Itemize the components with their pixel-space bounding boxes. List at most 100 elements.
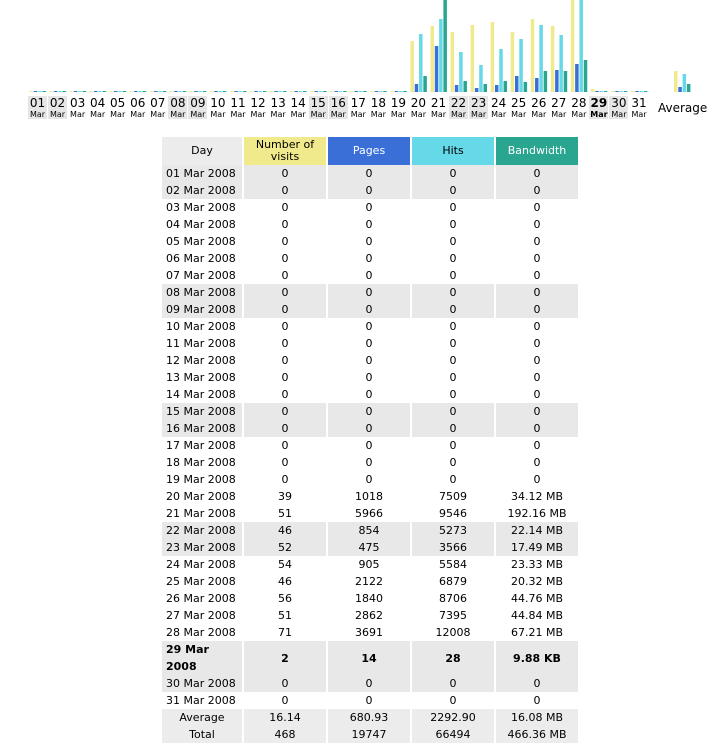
cell-bandwidth: 0 <box>533 473 541 486</box>
day-number: 28 <box>571 96 587 110</box>
cell-hits: 0 <box>449 456 457 469</box>
bar-visits-04 <box>89 91 94 92</box>
bar-pages-07 <box>154 91 158 92</box>
table-row: 20 Mar 2008 39 1018 7509 34.12 MB <box>162 488 578 505</box>
bar-bandwidth-14 <box>303 91 307 92</box>
day-label-22: 22 Mar <box>449 96 469 119</box>
bar-visits-29 <box>590 89 595 92</box>
cell-pages: 0 <box>365 388 373 401</box>
day-number: 18 <box>370 96 386 110</box>
cell-bandwidth: 0 <box>533 269 541 282</box>
bar-pages-26 <box>535 78 539 92</box>
cell-pages: 2122 <box>355 575 383 588</box>
bar-hits-02 <box>58 91 62 92</box>
bar-pages-09 <box>194 91 198 92</box>
bar-bandwidth-23 <box>483 84 487 92</box>
cell-hits: 5584 <box>439 558 467 571</box>
cell-visits: 0 <box>281 201 289 214</box>
day-label-30: 30 Mar <box>609 96 629 119</box>
bar-bandwidth-03 <box>82 91 86 92</box>
day-month: Mar <box>611 110 627 119</box>
cell-hits: 0 <box>412 165 494 182</box>
bar-visits-13 <box>270 91 274 92</box>
cell-pages: 1018 <box>355 490 383 503</box>
table-row: 18 Mar 2008 0 0 0 0 <box>162 454 578 471</box>
bar-hits-22 <box>459 52 463 92</box>
day-month: Mar <box>130 110 146 119</box>
cell-day: 29 Mar 2008 <box>162 641 242 675</box>
cell-visits: 0 <box>281 473 289 486</box>
cell-hits: 0 <box>412 675 494 692</box>
average-row: Average 16.14 680.93 2292.90 16.08 MB <box>162 709 578 726</box>
cell-hits: 0 <box>449 439 457 452</box>
cell-day: 27 Mar 2008 <box>166 609 236 622</box>
cell-pages: 0 <box>365 337 373 350</box>
table-row: 06 Mar 2008 0 0 0 0 <box>162 250 578 267</box>
day-number: 23 <box>470 96 487 110</box>
cell-pages: 0 <box>365 235 373 248</box>
cell-day: 03 Mar 2008 <box>166 201 236 214</box>
bar-pages-30 <box>615 91 619 92</box>
bar-pages-31 <box>635 91 639 92</box>
cell-pages: 0 <box>365 252 373 265</box>
cell-hits: 8706 <box>439 592 467 605</box>
cell-hits: 3566 <box>412 539 494 556</box>
bar-bandwidth-15 <box>323 91 327 92</box>
cell-average-hits: 2292.90 <box>412 709 494 726</box>
day-month: Mar <box>270 110 286 119</box>
bar-hits-09 <box>198 91 202 92</box>
cell-hits: 28 <box>412 641 494 675</box>
bar-bandwidth-13 <box>283 91 287 92</box>
cell-visits: 0 <box>244 403 326 420</box>
day-number: 31 <box>631 96 647 110</box>
cell-bandwidth: 0 <box>533 252 541 265</box>
bar-pages-27 <box>555 70 559 92</box>
day-label-10: 10 Mar <box>208 96 227 119</box>
cell-hits: 9546 <box>439 507 467 520</box>
cell-pages: 3691 <box>355 626 383 639</box>
bar-pages-08 <box>174 91 178 92</box>
bar-bandwidth-02 <box>62 91 66 92</box>
day-month: Mar <box>350 110 366 119</box>
cell-day: 15 Mar 2008 <box>162 403 242 420</box>
day-label-04: 04 Mar <box>88 96 107 119</box>
day-month: Mar <box>310 110 326 119</box>
day-month: Mar <box>451 110 467 119</box>
day-month: Mar <box>491 110 507 119</box>
bar-bandwidth-22 <box>463 81 467 92</box>
day-label-31: 31 Mar <box>630 96 649 119</box>
day-label-26: 26 Mar <box>529 96 548 119</box>
bar-bandwidth-28 <box>583 60 588 92</box>
day-label-18: 18 Mar <box>369 96 388 119</box>
day-month: Mar <box>90 110 106 119</box>
bar-bandwidth-19 <box>403 91 407 92</box>
bar-pages-17 <box>354 91 359 92</box>
cell-bandwidth: 0 <box>533 456 541 469</box>
table-row: 22 Mar 2008 46 854 5273 22.14 MB <box>162 522 578 539</box>
cell-pages: 0 <box>328 420 410 437</box>
day-month: Mar <box>430 110 447 119</box>
bar-hits-19 <box>399 91 403 92</box>
bar-hits-28 <box>579 0 583 92</box>
cell-pages: 0 <box>365 456 373 469</box>
cell-visits: 0 <box>281 694 289 707</box>
cell-pages: 0 <box>328 675 410 692</box>
cell-pages: 0 <box>365 694 373 707</box>
day-number: 26 <box>531 96 547 110</box>
day-number: 04 <box>90 96 106 110</box>
cell-visits: 0 <box>281 337 289 350</box>
day-label-28: 28 Mar <box>569 96 588 119</box>
bar-visits-18 <box>370 91 374 92</box>
cell-hits: 0 <box>449 337 457 350</box>
cell-hits: 12008 <box>435 626 471 639</box>
header-bandwidth: Bandwidth <box>496 137 578 165</box>
bar-pages-15 <box>314 91 318 92</box>
bar-hits-26 <box>539 25 543 92</box>
cell-hits: 0 <box>449 694 457 707</box>
day-month: Mar <box>590 110 608 119</box>
bar-hits-27 <box>559 35 563 92</box>
cell-pages: 1840 <box>355 592 383 605</box>
bar-visits-28 <box>570 0 575 92</box>
bar-bandwidth-21 <box>443 0 447 92</box>
day-label-13: 13 Mar <box>269 96 288 119</box>
